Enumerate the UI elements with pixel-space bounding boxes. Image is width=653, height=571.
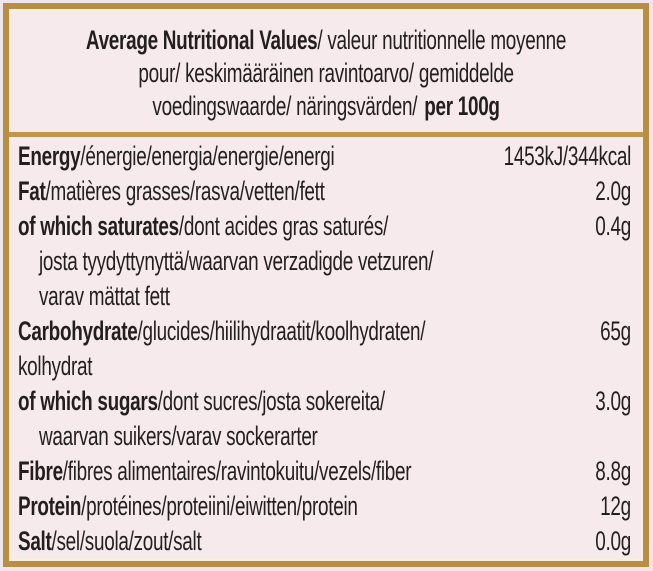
row-salt: Salt/sel/suola/zout/salt 0.0g — [9, 524, 643, 559]
nutrient-value: 1453kJ/344kcal — [503, 141, 632, 171]
header-title-bold: Average Nutritional Values — [85, 25, 318, 55]
row-saturates-cont-1: josta tyydyttynyttä/waarvan verzadigde v… — [9, 244, 643, 279]
nutrient-name: Carbohydrate — [18, 316, 138, 346]
nutrient-name: Protein — [18, 491, 82, 521]
nutrient-value: 3.0g — [595, 386, 631, 416]
label-header: Average Nutritional Values/ valeur nutri… — [9, 9, 643, 123]
header-line-2: pour/ keskimääräinen ravintoarvo/ gemidd… — [23, 57, 629, 90]
per-100g-label: per 100g — [424, 91, 500, 121]
label-frame: Average Nutritional Values/ valeur nutri… — [3, 3, 649, 567]
nutrient-name: Energy — [18, 141, 81, 171]
nutrient-translations: josta tyydyttynyttä/waarvan verzadigde v… — [39, 246, 434, 276]
row-saturates-cont-2: varav mättat fett — [9, 279, 643, 314]
row-protein: Protein/protéines/proteiini/eiwitten/pro… — [9, 489, 643, 524]
nutrients-table: Energy/énergie/energia/energie/energi 14… — [9, 137, 643, 559]
nutrient-name: of which sugars — [18, 386, 158, 416]
nutrient-translations: waarvan suikers/varav sockerarter — [39, 421, 318, 451]
row-energy: Energy/énergie/energia/energie/energi 14… — [9, 139, 643, 174]
nutrient-translations: kolhydrat — [18, 351, 93, 381]
header-line-3: voedingswaarde/ näringsvärden/per 100g — [23, 90, 629, 123]
nutrient-translations: varav mättat fett — [39, 281, 170, 311]
nutrient-value: 8.8g — [595, 456, 631, 486]
header-divider — [9, 132, 643, 137]
nutrient-value: 0.0g — [595, 526, 631, 556]
nutrient-value: 12g — [600, 491, 631, 521]
nutrient-translations: /dont sucres/josta sokereita/ — [157, 386, 385, 416]
nutrient-translations: /sel/suola/zout/salt — [51, 526, 202, 556]
header-line-3-text: voedingswaarde/ näringsvärden/ — [152, 91, 418, 121]
nutrient-name: Salt — [18, 526, 52, 556]
nutrient-name: of which saturates — [18, 211, 179, 241]
nutrient-value: 0.4g — [595, 211, 631, 241]
nutrient-value: 65g — [600, 316, 631, 346]
nutrient-translations: /fibres alimentaires/ravintokuitu/vezels… — [62, 456, 412, 486]
nutrient-translations: /protéines/proteiini/eiwitten/protein — [81, 491, 358, 521]
header-title-translations: / valeur nutritionnelle moyenne — [317, 25, 567, 55]
row-fibre: Fibre/fibres alimentaires/ravintokuitu/v… — [9, 454, 643, 489]
row-fat: Fat/matières grasses/rasva/vetten/fett 2… — [9, 174, 643, 209]
nutrient-translations: /dont acides gras saturés/ — [178, 211, 389, 241]
nutrient-name: Fat — [18, 176, 46, 206]
row-carbohydrate: Carbohydrate/glucides/hiilihydraatit/koo… — [9, 314, 643, 349]
header-line-2-text: pour/ keskimääräinen ravintoarvo/ gemidd… — [138, 58, 514, 88]
nutrient-value: 2.0g — [595, 176, 631, 206]
row-sugars: of which sugars/dont sucres/josta sokere… — [9, 384, 643, 419]
nutrient-translations: /glucides/hiilihydraatit/koolhydraten/ — [137, 316, 426, 346]
row-sugars-cont: waarvan suikers/varav sockerarter — [9, 419, 643, 454]
row-saturates: of which saturates/dont acides gras satu… — [9, 209, 643, 244]
row-carbohydrate-cont: kolhydrat — [9, 349, 643, 384]
header-line-1: Average Nutritional Values/ valeur nutri… — [23, 24, 629, 57]
nutrient-translations: /matières grasses/rasva/vetten/fett — [45, 176, 325, 206]
nutrient-name: Fibre — [18, 456, 63, 486]
nutrient-translations: /énergie/energia/energie/energi — [80, 141, 335, 171]
